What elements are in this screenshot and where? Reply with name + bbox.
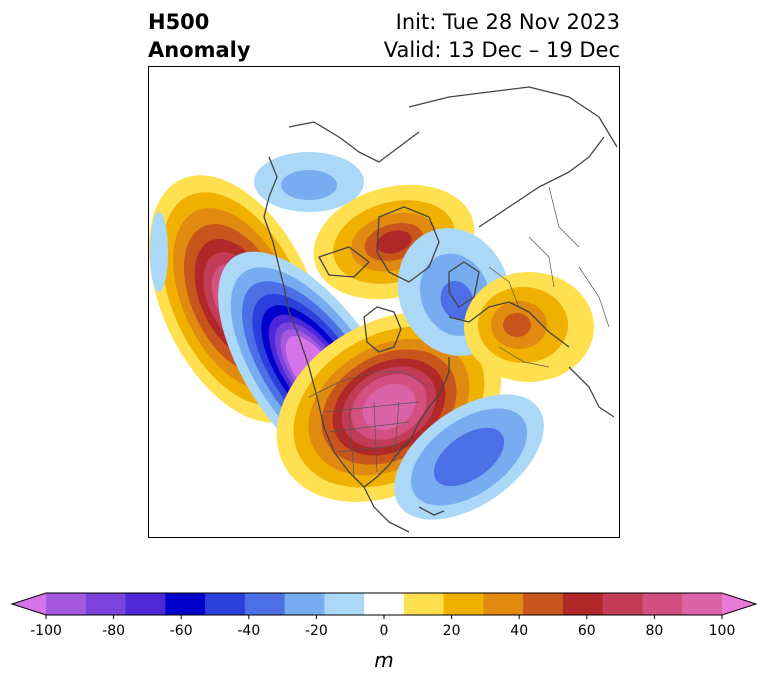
scandinavia bbox=[448, 261, 480, 308]
colorbar-segment bbox=[443, 593, 484, 615]
colorbar-segment bbox=[244, 593, 286, 615]
us-states-grid bbox=[323, 401, 420, 478]
colorbar-tick-label: 0 bbox=[380, 623, 389, 639]
colorbar-tick-label: 20 bbox=[443, 623, 461, 639]
colorbar-extend-high bbox=[722, 593, 756, 615]
borders bbox=[308, 186, 610, 478]
pacific-edge-trough bbox=[150, 212, 168, 292]
valid-range: Valid: 13 Dec – 19 Dec bbox=[383, 38, 620, 62]
greenland bbox=[376, 206, 440, 283]
south-asia-coast bbox=[568, 366, 615, 418]
na-east-coast bbox=[363, 357, 450, 488]
colorbar-segments bbox=[10, 592, 758, 616]
colorbar-segment bbox=[602, 593, 643, 615]
east-asia-coast bbox=[408, 86, 618, 148]
colorbar-segment bbox=[85, 593, 127, 615]
colorbar-segment bbox=[205, 593, 246, 615]
colorbar-extend-low bbox=[12, 593, 46, 615]
units-label: m bbox=[374, 648, 393, 672]
eurasia-borders bbox=[488, 186, 610, 368]
colorbar-segment bbox=[682, 593, 723, 615]
colorbar-segment bbox=[403, 593, 445, 615]
colorbar-tick-label: 100 bbox=[709, 623, 736, 639]
us-canada-border bbox=[308, 371, 430, 398]
colorbar-tick-label: -40 bbox=[237, 623, 260, 639]
title-variable: H500 bbox=[148, 10, 210, 34]
title-left: H500 Anomaly bbox=[148, 8, 251, 64]
siberia-coast bbox=[288, 121, 420, 163]
map-canvas bbox=[149, 86, 618, 533]
anomaly-fills bbox=[149, 152, 594, 520]
europe-coast bbox=[448, 301, 570, 348]
colorbar-segment bbox=[483, 593, 524, 615]
colorbar: -100 -80 -60 -40 -20 0 20 40 60 80 100 m bbox=[0, 586, 768, 684]
hudson-bay bbox=[363, 306, 402, 353]
colorbar-tick-label: -20 bbox=[305, 623, 328, 639]
colorbar-ticks: -100 -80 -60 -40 -20 0 20 40 60 80 100 bbox=[30, 615, 735, 639]
na-west-coast bbox=[263, 156, 365, 488]
central-asia-ridge bbox=[464, 272, 594, 382]
scandinavia-trough bbox=[397, 228, 511, 356]
caribbean bbox=[418, 506, 445, 516]
colorbar-segment bbox=[364, 593, 405, 615]
colorbar-tick-label: -80 bbox=[102, 623, 125, 639]
colorbar-segment bbox=[165, 593, 206, 615]
coastlines bbox=[263, 86, 618, 533]
siberia-trough bbox=[254, 152, 364, 212]
colorbar-segment bbox=[562, 593, 604, 615]
anomaly-map bbox=[148, 66, 620, 538]
colorbar-tick-label: 40 bbox=[510, 623, 528, 639]
colorbar-segment bbox=[125, 593, 166, 615]
colorbar-segment bbox=[46, 593, 87, 615]
colorbar-svg: -100 -80 -60 -40 -20 0 20 40 60 80 100 m bbox=[10, 592, 758, 672]
colorbar-segment bbox=[523, 593, 564, 615]
init-date: Init: Tue 28 Nov 2023 bbox=[395, 10, 620, 34]
arctic-islands bbox=[318, 246, 370, 278]
central-america bbox=[363, 486, 410, 533]
colorbar-tick-label: -60 bbox=[170, 623, 193, 639]
colorbar-segment bbox=[284, 593, 325, 615]
title-right: Init: Tue 28 Nov 2023 Valid: 13 Dec – 19… bbox=[384, 8, 620, 64]
colorbar-tick-label: 80 bbox=[645, 623, 663, 639]
colorbar-segment bbox=[642, 593, 683, 615]
colorbar-tick-label: -100 bbox=[30, 623, 62, 639]
colorbar-segment bbox=[324, 593, 365, 615]
colorbar-tick-label: 60 bbox=[578, 623, 596, 639]
western-atlantic-trough bbox=[394, 394, 544, 520]
asia-north-coast bbox=[478, 136, 605, 228]
title-anomaly: Anomaly bbox=[148, 38, 251, 62]
